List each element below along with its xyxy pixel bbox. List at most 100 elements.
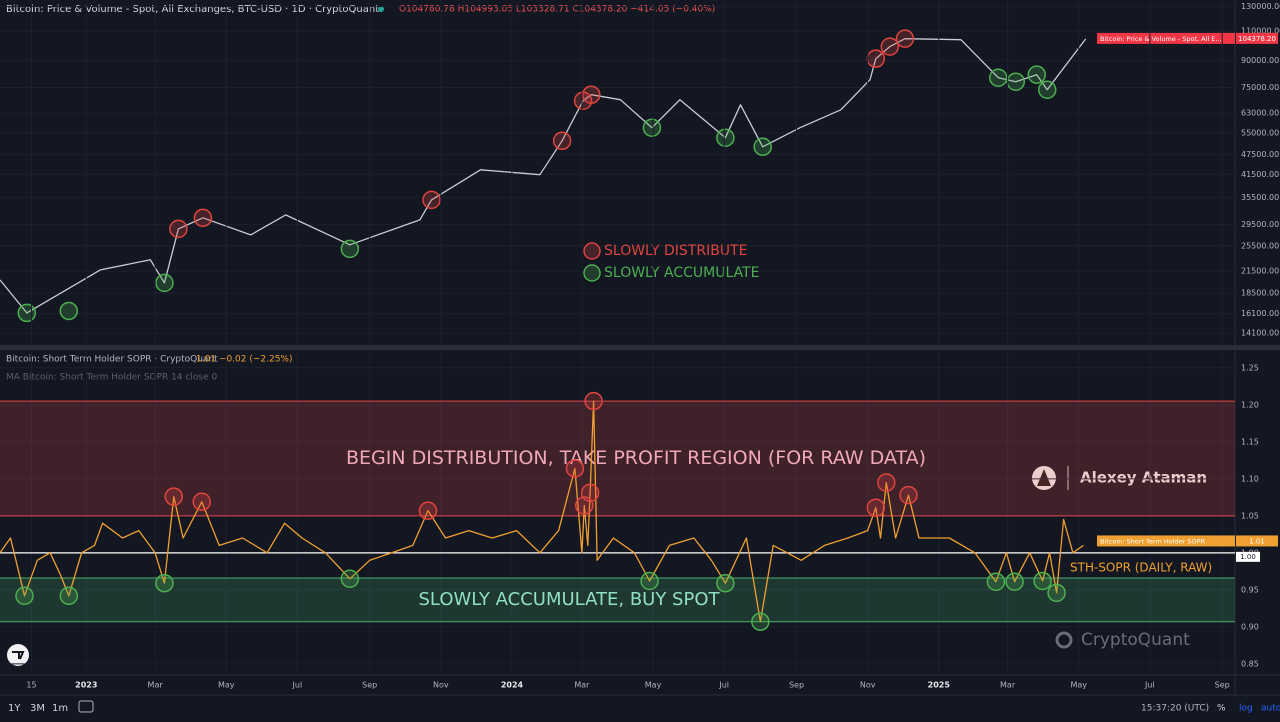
annotation-marker [1027,65,1046,84]
y-tick-label: 16100.00 [1241,309,1279,318]
brand: CryptoQuant [1081,630,1190,650]
annotation-marker [986,572,1006,591]
annotation-marker [192,492,212,512]
range-button[interactable]: 1Y [8,703,21,714]
annotation-marker [418,501,438,520]
last-value-badge [1236,535,1278,547]
annotation-marker [899,485,918,505]
annotation-marker [552,131,572,151]
annotation-marker [340,239,360,259]
y-tick-label: 35500.00 [1241,193,1279,202]
sopr-title: Bitcoin: Short Term Holder SOPR · Crypto… [6,355,218,365]
annotation-marker [895,29,915,48]
x-tick-label: 2023 [75,681,97,690]
annotation-marker [866,49,886,68]
y-tick-label: 130000.00 [1241,2,1280,11]
last-value-label: 104378.20 [1238,35,1276,43]
y-tick-label: 1.25 [1241,363,1259,372]
annotation-marker [753,137,772,157]
series-badge-label: Bitcoin: Short Term Holder SOPR [1100,537,1206,545]
series-label: STH-SOPR (DAILY, RAW) [1070,561,1212,575]
y-tick-label: 90000.00 [1241,56,1279,65]
last-value-label: 1.01 [1249,537,1265,545]
x-tick-label: Mar [574,681,590,690]
annotation-marker [877,473,896,492]
x-tick-label: May [1070,681,1087,690]
status-dot [378,6,384,12]
annotation-marker [1006,72,1026,91]
y-tick-label: 0.95 [1241,585,1259,594]
annotation-marker [155,573,174,593]
x-tick-label: Jul [1144,681,1155,690]
scale-option[interactable]: % [1217,704,1226,714]
band-label: BEGIN DISTRIBUTION, TAKE PROFIT REGION (… [346,447,926,469]
annotation-marker [580,483,600,503]
y-tick-label: 1.10 [1241,474,1259,483]
annotation-marker [59,586,79,606]
x-tick-label: Nov [860,681,876,690]
scale-option[interactable]: log [1239,704,1253,714]
x-tick-label: 2024 [501,681,524,690]
x-tick-label: 15 [26,681,36,690]
sopr-subtitle: 1.01 −0.02 (−2.25%) [196,355,293,365]
brand-logo [1055,631,1073,649]
range-button[interactable]: 1m [52,703,68,714]
annotation-marker [155,273,174,293]
scale-option[interactable]: auto [1261,704,1280,714]
x-tick-label: Mar [1000,681,1016,690]
pane-separator [0,345,1280,350]
y-tick-label: 63000.00 [1241,109,1279,118]
series-line [0,400,1084,623]
band-label: SLOWLY ACCUMULATE, BUY SPOT [419,589,721,610]
annotation-marker [565,459,585,478]
range-button[interactable]: 3M [30,703,45,714]
annotation-marker [422,190,441,210]
reference-badge [1236,551,1260,562]
x-tick-label: Mar [148,681,164,690]
y-tick-label: 14100.00 [1241,329,1279,338]
annotation-marker [584,391,603,411]
y-tick-label: 47500.00 [1241,150,1279,159]
x-tick-label: Nov [433,681,449,690]
x-tick-label: Sep [362,681,377,690]
last-value-badge [1236,32,1278,44]
ma-label: MA Bitcoin: Short Term Holder SOPR 14 cl… [6,373,218,383]
y-tick-label: 18500.00 [1241,289,1279,298]
annotation-marker [164,487,184,506]
annotation-marker [866,498,886,517]
annotation-marker [640,571,659,591]
x-tick-label: Jul [292,681,303,690]
x-tick-label: May [645,681,662,690]
legend-label: SLOWLY ACCUMULATE [604,265,759,281]
y-tick-label: 25500.00 [1241,241,1279,250]
x-tick-label: May [218,681,235,690]
legend-label: SLOWLY DISTRIBUTE [604,243,747,259]
x-tick-label: Jul [718,681,729,690]
reference-label: 1.00 [1240,553,1256,561]
annotation-marker [1033,571,1052,591]
price-title: Bitcoin: Price & Volume - Spot, All Exch… [6,4,379,15]
annotation-marker [716,128,735,147]
series-badge [1097,32,1235,44]
annotation-marker [716,573,735,593]
annotation-marker [1005,572,1024,591]
y-tick-label: 1.15 [1241,437,1259,446]
annotation-marker [169,219,188,239]
annotation-marker [17,303,37,323]
date-range-icon[interactable] [78,700,94,713]
tv-logo-mark [12,651,25,660]
annotation-marker [751,612,770,631]
author-logo-mark [1037,469,1051,486]
annotation-marker [1037,80,1057,99]
series-badge-label: Bitcoin: Price & Volume - Spot, All E... [1100,35,1222,43]
annotation-marker [642,118,662,137]
annotation-marker [880,37,900,56]
y-tick-label: 1.20 [1241,400,1259,409]
annotation-marker [989,68,1008,87]
y-tick-label: 110000.00 [1241,27,1280,36]
x-tick-label: 2025 [928,681,951,690]
legend-marker [583,242,601,260]
y-tick-label: 41500.00 [1241,170,1279,179]
